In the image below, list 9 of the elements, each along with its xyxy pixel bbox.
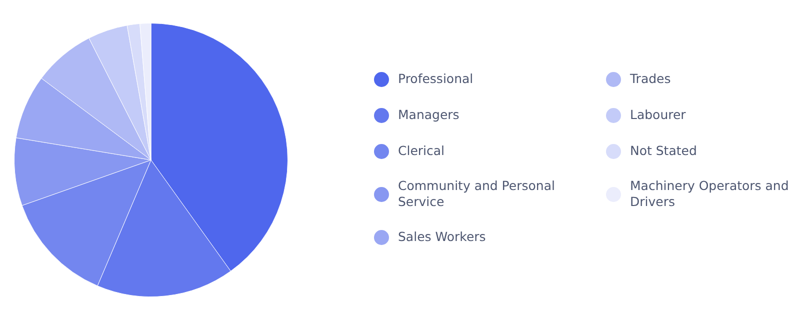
legend-label: Community and Personal Service [398, 178, 556, 210]
legend-label: Machinery Operators and Drivers [630, 178, 790, 210]
legend-label: Not Stated [630, 143, 697, 159]
legend-label: Sales Workers [398, 229, 486, 245]
legend-label: Labourer [630, 107, 686, 123]
legend-label: Trades [630, 71, 671, 87]
legend-label: Managers [398, 107, 460, 123]
legend-label: Professional [398, 71, 474, 87]
legend-label: Clerical [398, 143, 445, 159]
